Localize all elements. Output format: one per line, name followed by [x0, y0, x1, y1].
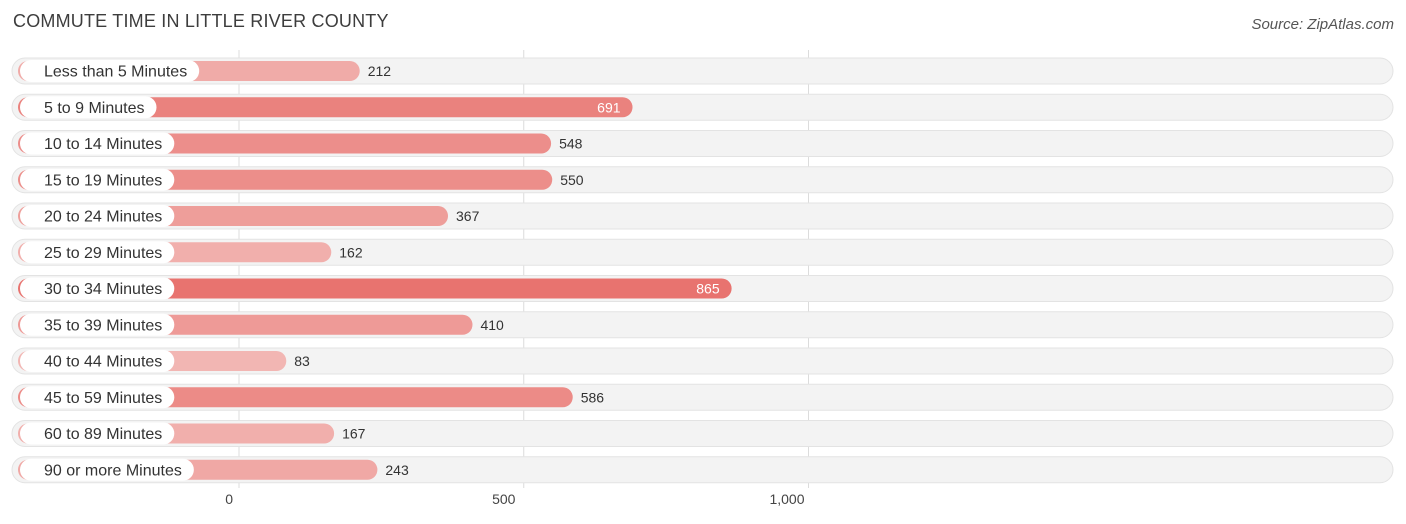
category-pill — [20, 277, 175, 300]
row-background — [11, 238, 1394, 266]
value-label: 865 — [696, 281, 720, 297]
bar-row: 20 to 24 Minutes 367 — [11, 202, 1394, 230]
x-tick-label: 0 — [225, 491, 233, 507]
category-label: 25 to 29 Minutes — [44, 245, 162, 262]
bar-rows: Less than 5 Minutes 212 5 to 9 Minutes 691 1… — [11, 57, 1394, 484]
value-label: 691 — [597, 99, 621, 115]
category-label: 30 to 34 Minutes — [44, 281, 162, 298]
category-pill — [20, 458, 194, 481]
value-label: 162 — [339, 244, 363, 260]
chart-title: COMMUTE TIME IN LITTLE RIVER COUNTY — [13, 11, 389, 31]
x-axis: 0 500 1,000 — [225, 491, 804, 507]
value-label: 548 — [559, 136, 583, 152]
category-pill — [20, 60, 200, 82]
bar-row: Less than 5 Minutes 212 — [11, 57, 1394, 85]
category-label: 35 to 39 Minutes — [44, 317, 162, 334]
bar-row: 40 to 44 Minutes 83 — [11, 347, 1394, 375]
value-label: 83 — [294, 353, 310, 369]
category-pill — [20, 132, 175, 155]
category-label: 40 to 44 Minutes — [44, 354, 162, 371]
category-label: 60 to 89 Minutes — [44, 426, 162, 443]
value-label: 586 — [581, 389, 605, 405]
bar-row: 5 to 9 Minutes 691 — [11, 93, 1394, 121]
bar-row: 15 to 19 Minutes 550 — [11, 166, 1394, 194]
category-label: 20 to 24 Minutes — [44, 209, 162, 226]
row-background — [11, 347, 1394, 375]
row-background — [11, 420, 1394, 447]
value-label: 410 — [480, 317, 504, 333]
value-label: 550 — [560, 172, 584, 188]
category-pill — [20, 386, 175, 409]
category-pill — [20, 168, 175, 191]
bar-row: 30 to 34 Minutes 865 — [11, 275, 1394, 302]
category-label: 45 to 59 Minutes — [44, 390, 162, 407]
category-pill — [20, 241, 175, 264]
bar-row: 45 to 59 Minutes 586 — [11, 383, 1394, 411]
bar-row: 90 or more Minutes 243 — [11, 456, 1394, 484]
category-label: 10 to 14 Minutes — [44, 136, 162, 153]
bar-row: 25 to 29 Minutes 162 — [11, 238, 1394, 266]
category-pill — [20, 350, 175, 372]
gridlines — [238, 50, 809, 488]
x-tick-label: 1,000 — [769, 491, 804, 507]
bar-row: 35 to 39 Minutes 410 — [11, 311, 1394, 339]
category-pill — [20, 96, 157, 119]
value-label: 243 — [385, 462, 409, 478]
category-pill — [20, 205, 175, 227]
category-label: 5 to 9 Minutes — [44, 100, 145, 117]
x-tick-label: 500 — [492, 491, 516, 507]
category-pill — [20, 313, 175, 336]
chart-source: Source: ZipAtlas.com — [1251, 16, 1394, 33]
value-label: 367 — [456, 208, 480, 224]
value-label: 167 — [342, 426, 366, 442]
bar-row: 60 to 89 Minutes 167 — [11, 420, 1394, 447]
category-pill — [20, 422, 175, 445]
category-label: Less than 5 Minutes — [44, 64, 187, 81]
value-label: 212 — [368, 63, 392, 79]
category-label: 90 or more Minutes — [44, 462, 182, 479]
bar — [18, 97, 633, 118]
category-label: 15 to 19 Minutes — [44, 172, 162, 189]
bar-row: 10 to 14 Minutes 548 — [11, 130, 1394, 157]
bar — [18, 278, 732, 299]
